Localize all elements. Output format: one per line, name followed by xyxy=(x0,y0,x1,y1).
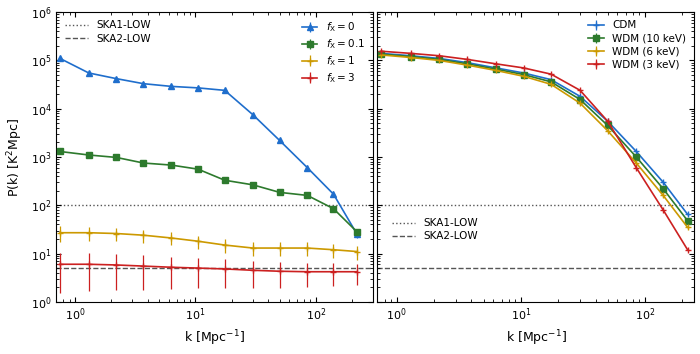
Legend: $f_{\rm X} = 0$, $f_{\rm X} = 0.1$, $f_{\rm X} = 1$, $f_{\rm X} = 3$: $f_{\rm X} = 0$, $f_{\rm X} = 0.1$, $f_{… xyxy=(299,17,368,88)
X-axis label: k [Mpc$^{-1}$]: k [Mpc$^{-1}$] xyxy=(184,329,245,348)
Legend: CDM, WDM (10 keV), WDM (6 keV), WDM (3 keV): CDM, WDM (10 keV), WDM (6 keV), WDM (3 k… xyxy=(585,17,690,73)
Y-axis label: P(k) [K$^2$Mpc]: P(k) [K$^2$Mpc] xyxy=(6,118,25,196)
X-axis label: k [Mpc$^{-1}$]: k [Mpc$^{-1}$] xyxy=(505,329,566,348)
